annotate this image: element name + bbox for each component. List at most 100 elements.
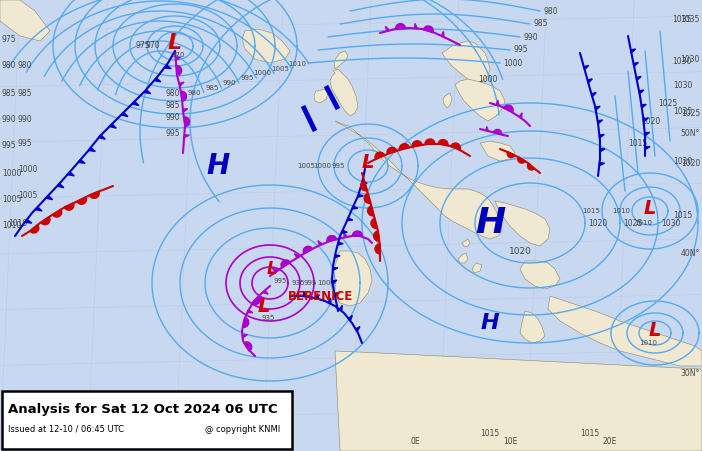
Text: 1010: 1010 bbox=[8, 218, 27, 227]
Wedge shape bbox=[352, 231, 362, 236]
Text: 1035: 1035 bbox=[681, 14, 700, 23]
Wedge shape bbox=[395, 23, 406, 29]
Text: 1020: 1020 bbox=[641, 118, 661, 126]
Text: 980: 980 bbox=[187, 90, 201, 96]
Polygon shape bbox=[339, 305, 343, 311]
Text: 1015: 1015 bbox=[582, 208, 600, 214]
Text: Issued at 12-10 / 06:45 UTC: Issued at 12-10 / 06:45 UTC bbox=[8, 424, 124, 433]
Polygon shape bbox=[164, 65, 171, 69]
Text: 995: 995 bbox=[273, 278, 286, 284]
Polygon shape bbox=[600, 149, 605, 152]
Polygon shape bbox=[334, 293, 339, 296]
Polygon shape bbox=[472, 263, 482, 273]
Wedge shape bbox=[327, 235, 337, 242]
Text: 1010: 1010 bbox=[612, 208, 630, 214]
Polygon shape bbox=[520, 261, 560, 289]
Polygon shape bbox=[588, 79, 592, 83]
Polygon shape bbox=[633, 63, 638, 66]
Text: 935: 935 bbox=[291, 280, 305, 286]
Text: 980: 980 bbox=[166, 89, 180, 98]
Polygon shape bbox=[318, 241, 322, 245]
Wedge shape bbox=[176, 65, 182, 75]
Text: 40N°: 40N° bbox=[681, 249, 700, 258]
Polygon shape bbox=[330, 251, 372, 306]
Polygon shape bbox=[352, 206, 358, 209]
Text: 990: 990 bbox=[166, 114, 180, 123]
Polygon shape bbox=[643, 118, 648, 122]
Text: 1000: 1000 bbox=[313, 163, 331, 169]
Wedge shape bbox=[184, 117, 190, 127]
Polygon shape bbox=[414, 23, 418, 28]
Text: 1030: 1030 bbox=[681, 55, 700, 64]
Text: 970: 970 bbox=[171, 52, 185, 58]
Text: H: H bbox=[206, 152, 230, 180]
Polygon shape bbox=[338, 242, 343, 245]
Polygon shape bbox=[480, 141, 515, 161]
Wedge shape bbox=[252, 296, 260, 304]
Polygon shape bbox=[631, 49, 636, 53]
Polygon shape bbox=[57, 184, 64, 188]
Polygon shape bbox=[316, 294, 319, 299]
Text: 1005: 1005 bbox=[297, 163, 315, 169]
Polygon shape bbox=[184, 135, 190, 138]
Text: L: L bbox=[644, 199, 656, 218]
Text: 985: 985 bbox=[18, 88, 32, 97]
Text: 1010: 1010 bbox=[2, 221, 21, 230]
Polygon shape bbox=[272, 268, 278, 272]
Polygon shape bbox=[183, 109, 188, 112]
Polygon shape bbox=[645, 147, 650, 150]
Polygon shape bbox=[595, 106, 600, 110]
Text: 1010: 1010 bbox=[289, 61, 306, 67]
Text: 1000: 1000 bbox=[317, 280, 335, 286]
Polygon shape bbox=[347, 218, 352, 221]
Polygon shape bbox=[486, 127, 488, 131]
Polygon shape bbox=[263, 290, 268, 294]
Wedge shape bbox=[527, 163, 534, 170]
Text: 980: 980 bbox=[18, 61, 32, 70]
Wedge shape bbox=[423, 26, 433, 32]
Text: 1035: 1035 bbox=[673, 14, 692, 23]
Polygon shape bbox=[462, 239, 470, 247]
Polygon shape bbox=[597, 120, 602, 124]
Text: 990: 990 bbox=[2, 115, 17, 124]
Text: L: L bbox=[168, 33, 182, 53]
Text: 30N°: 30N° bbox=[681, 368, 700, 377]
Wedge shape bbox=[368, 206, 374, 216]
Text: 935: 935 bbox=[261, 315, 274, 321]
Text: 985: 985 bbox=[533, 19, 548, 28]
Wedge shape bbox=[53, 209, 62, 217]
Text: 1000: 1000 bbox=[503, 59, 522, 68]
Text: 1030: 1030 bbox=[673, 56, 692, 65]
Polygon shape bbox=[332, 280, 337, 284]
Polygon shape bbox=[35, 207, 42, 211]
Text: 990: 990 bbox=[523, 32, 538, 41]
Wedge shape bbox=[412, 141, 422, 147]
Text: @ copyright KNMI: @ copyright KNMI bbox=[205, 424, 280, 433]
Polygon shape bbox=[642, 104, 647, 108]
Polygon shape bbox=[644, 132, 649, 136]
Text: 0E: 0E bbox=[410, 437, 420, 446]
Text: 1025: 1025 bbox=[673, 106, 692, 115]
Text: 1010: 1010 bbox=[634, 220, 652, 226]
Text: 995: 995 bbox=[331, 163, 345, 169]
Polygon shape bbox=[176, 57, 180, 60]
Wedge shape bbox=[77, 197, 86, 204]
Text: 1030: 1030 bbox=[661, 218, 680, 227]
Wedge shape bbox=[451, 143, 461, 150]
Wedge shape bbox=[65, 203, 74, 210]
Text: 990: 990 bbox=[18, 115, 32, 124]
Text: L: L bbox=[649, 322, 661, 341]
Wedge shape bbox=[518, 157, 525, 163]
Polygon shape bbox=[636, 77, 641, 80]
Polygon shape bbox=[335, 351, 702, 451]
Wedge shape bbox=[371, 219, 377, 228]
Text: 1015: 1015 bbox=[673, 212, 692, 221]
Text: 1000: 1000 bbox=[18, 165, 37, 174]
Text: 985: 985 bbox=[205, 85, 218, 91]
Polygon shape bbox=[330, 69, 358, 116]
Wedge shape bbox=[387, 147, 397, 154]
Polygon shape bbox=[110, 124, 117, 128]
Polygon shape bbox=[455, 79, 505, 121]
Text: 995: 995 bbox=[18, 138, 32, 147]
Text: 975: 975 bbox=[2, 34, 17, 43]
